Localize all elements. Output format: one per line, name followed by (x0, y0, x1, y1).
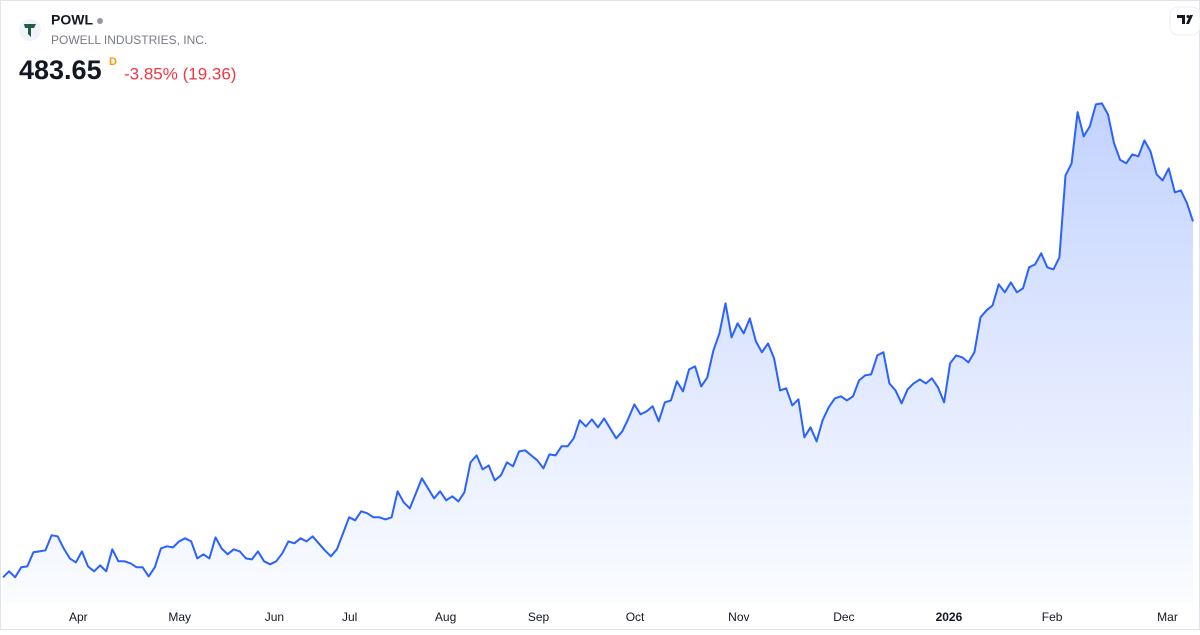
area-fill (3, 103, 1193, 604)
price: 483.65 (19, 55, 102, 85)
x-tick-label: Aug (435, 610, 456, 624)
x-tick-label: Jun (265, 610, 284, 624)
x-tick-label: Apr (69, 610, 88, 624)
tv-logo[interactable] (1169, 6, 1200, 36)
status-dot (97, 18, 103, 24)
x-tick-label: Sep (528, 610, 550, 624)
x-tick-label: Oct (626, 610, 645, 624)
x-tick-label: Jul (342, 610, 357, 624)
x-tick-label: Mar (1157, 610, 1178, 624)
x-tick-label: Feb (1042, 610, 1063, 624)
interval: D (109, 56, 117, 68)
x-tick-label: May (168, 610, 191, 624)
price-change: -3.85% (19.36) (124, 64, 236, 83)
logo (19, 19, 41, 41)
symbol: POWL (51, 12, 93, 28)
x-tick-label: 2026 (936, 610, 963, 624)
x-tick-label: Nov (728, 610, 749, 624)
price-line (2, 102, 1194, 579)
plot-area: Apr May Jun Jul Aug Sep Oct Nov Dec 2026 Feb Mar (2, 102, 1194, 624)
company-name: POWELL INDUSTRIES, INC. (51, 33, 207, 47)
x-tick-label: Dec (833, 610, 854, 624)
